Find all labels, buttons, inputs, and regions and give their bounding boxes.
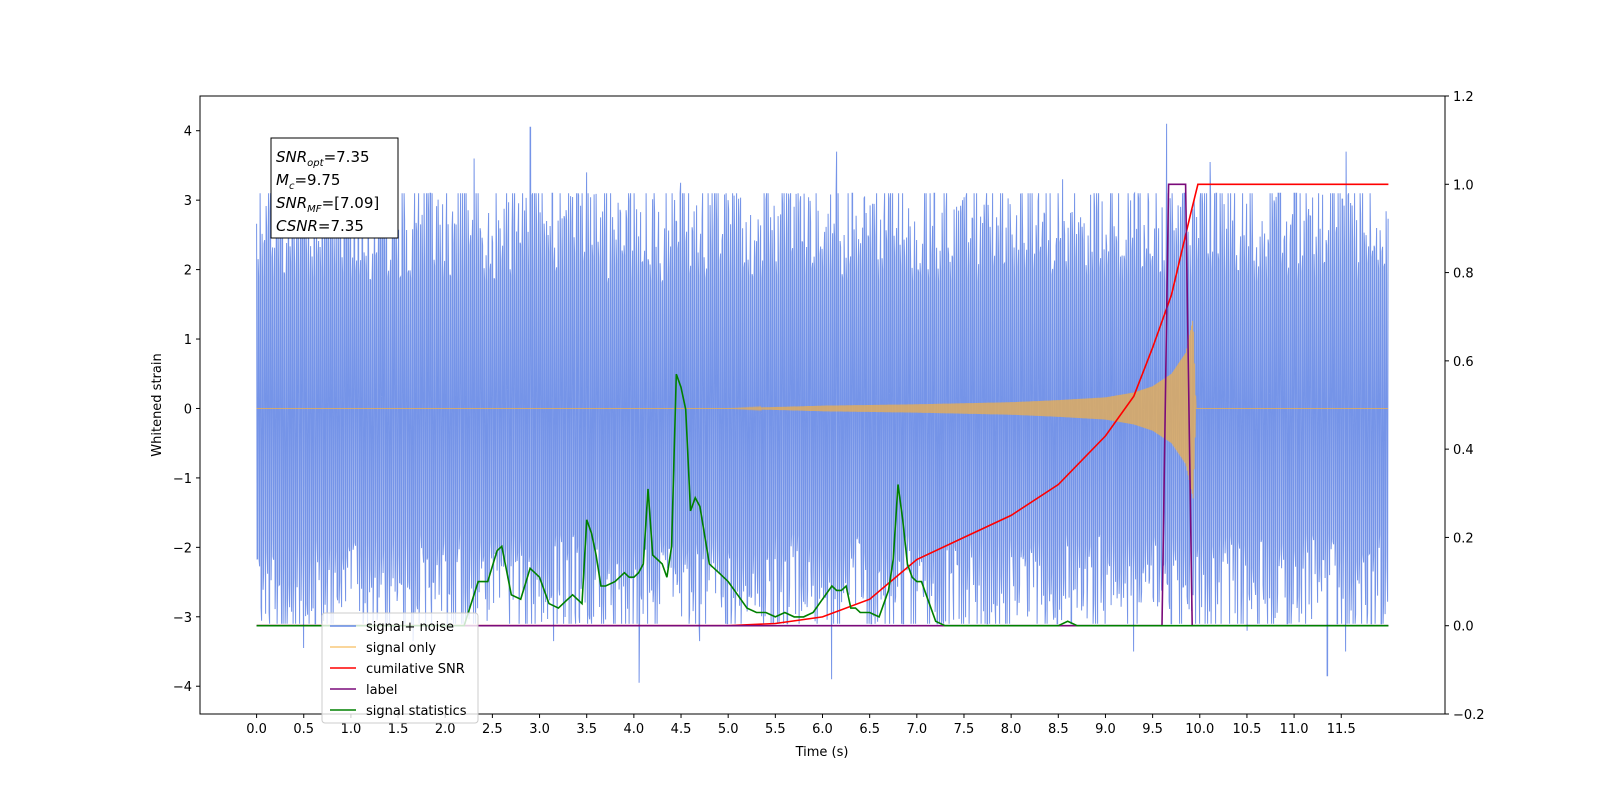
x-tick-label: 7.5 bbox=[954, 722, 975, 737]
x-tick-label: 6.0 bbox=[812, 722, 833, 737]
y-tick-label: −4 bbox=[173, 680, 192, 695]
legend-entry-label: signal+ noise bbox=[366, 620, 454, 635]
y-tick-label: 3 bbox=[184, 194, 192, 209]
y-right-tick-label: 0.6 bbox=[1453, 355, 1474, 370]
series-signal-noise-line bbox=[256, 123, 1389, 683]
info-symbol: SNR bbox=[276, 194, 307, 212]
x-tick-label: 3.5 bbox=[576, 722, 597, 737]
y-right-tick-label: 1.0 bbox=[1453, 178, 1474, 193]
x-tick-label: 0.5 bbox=[293, 722, 314, 737]
legend: signal+ noise signal only cumilative SNR la… bbox=[321, 612, 479, 724]
info-value: =7.35 bbox=[324, 148, 370, 166]
plot-area bbox=[256, 123, 1389, 683]
info-value: =[7.09] bbox=[322, 194, 380, 212]
y-right-tick-label: 1.2 bbox=[1453, 90, 1474, 105]
x-tick-label: 11.5 bbox=[1327, 722, 1356, 737]
x-tick-label: 1.5 bbox=[388, 722, 409, 737]
info-subscript: c bbox=[289, 181, 295, 192]
x-tick-label: 6.5 bbox=[859, 722, 880, 737]
y-right-tick-label: −0.2 bbox=[1453, 708, 1485, 723]
y-tick-label: 0 bbox=[184, 402, 192, 417]
x-tick-label: 10.5 bbox=[1232, 722, 1261, 737]
info-value: =7.35 bbox=[318, 217, 364, 235]
legend-entry-label: signal statistics bbox=[366, 704, 467, 719]
y-axis-right: −0.2 0.0 0.2 0.4 0.6 0.8 1.0 1.2 bbox=[1445, 90, 1485, 723]
y-tick-label: −2 bbox=[173, 541, 192, 556]
series-cumilative-snr-line bbox=[256, 183, 1389, 627]
info-subscript: opt bbox=[307, 158, 324, 169]
x-tick-label: 7.0 bbox=[906, 722, 927, 737]
x-tick-label: 11.0 bbox=[1280, 722, 1309, 737]
y-tick-label: 4 bbox=[184, 125, 192, 140]
y-axis-left: −4 −3 −2 −1 0 1 2 3 4 bbox=[173, 125, 200, 695]
y-right-tick-label: 0.0 bbox=[1453, 620, 1474, 635]
x-tick-label: 0.0 bbox=[246, 722, 267, 737]
series-signal-statistics-line bbox=[256, 373, 1389, 627]
info-line: Mc=9.75 bbox=[276, 171, 340, 192]
info-symbol: CSNR bbox=[276, 217, 318, 235]
x-tick-label: 10.0 bbox=[1185, 722, 1214, 737]
y-right-tick-label: 0.4 bbox=[1453, 443, 1474, 458]
x-tick-label: 2.0 bbox=[435, 722, 456, 737]
x-axis-label: Time (s) bbox=[795, 745, 849, 760]
x-tick-label: 4.5 bbox=[671, 722, 692, 737]
legend-entry-label: cumilative SNR bbox=[366, 662, 465, 677]
x-tick-label: 4.0 bbox=[624, 722, 645, 737]
x-tick-label: 9.0 bbox=[1095, 722, 1116, 737]
x-tick-label: 8.5 bbox=[1048, 722, 1069, 737]
y-right-tick-label: 0.8 bbox=[1453, 267, 1474, 282]
info-line: SNRMF=[7.09] bbox=[276, 194, 379, 215]
y-tick-label: −3 bbox=[173, 611, 192, 626]
y-tick-label: 1 bbox=[184, 333, 192, 348]
legend-entry-label: signal only bbox=[366, 641, 436, 656]
x-tick-label: 1.0 bbox=[341, 722, 362, 737]
x-tick-label: 8.0 bbox=[1001, 722, 1022, 737]
x-tick-label: 2.5 bbox=[482, 722, 503, 737]
y-axis-label: Whitened strain bbox=[150, 353, 165, 456]
info-box-frame bbox=[270, 137, 399, 239]
y-right-tick-label: 0.2 bbox=[1453, 531, 1474, 546]
x-tick-label: 5.0 bbox=[718, 722, 739, 737]
info-subscript: MF bbox=[307, 204, 322, 215]
x-axis: 0.0 0.5 1.0 1.5 2.0 2.5 3.0 3.5 4.0 4.5 5.0 5.5 6.0 6… bbox=[246, 714, 1356, 737]
y-tick-label: −1 bbox=[173, 472, 192, 487]
legend-frame bbox=[321, 612, 479, 724]
info-line: CSNR=7.35 bbox=[276, 217, 364, 235]
y-tick-label: 2 bbox=[184, 264, 192, 279]
legend-entry-label: label bbox=[366, 683, 397, 698]
x-tick-label: 9.5 bbox=[1142, 722, 1163, 737]
x-tick-label: 5.5 bbox=[765, 722, 786, 737]
x-tick-label: 3.0 bbox=[529, 722, 550, 737]
info-line: SNRopt=7.35 bbox=[276, 148, 370, 169]
series-signal-only-line bbox=[256, 320, 1389, 499]
info-symbol: M bbox=[276, 171, 289, 189]
info-symbol: SNR bbox=[276, 148, 307, 166]
info-value: =9.75 bbox=[294, 171, 340, 189]
